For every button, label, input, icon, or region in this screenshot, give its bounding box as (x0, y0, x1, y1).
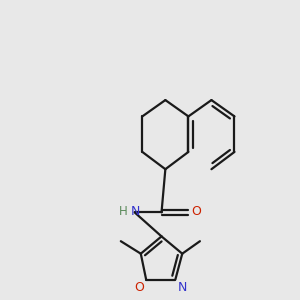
Text: N: N (178, 281, 187, 294)
Text: H: H (119, 205, 128, 218)
Text: O: O (134, 281, 144, 294)
Text: O: O (191, 205, 201, 218)
Text: N: N (131, 205, 140, 218)
